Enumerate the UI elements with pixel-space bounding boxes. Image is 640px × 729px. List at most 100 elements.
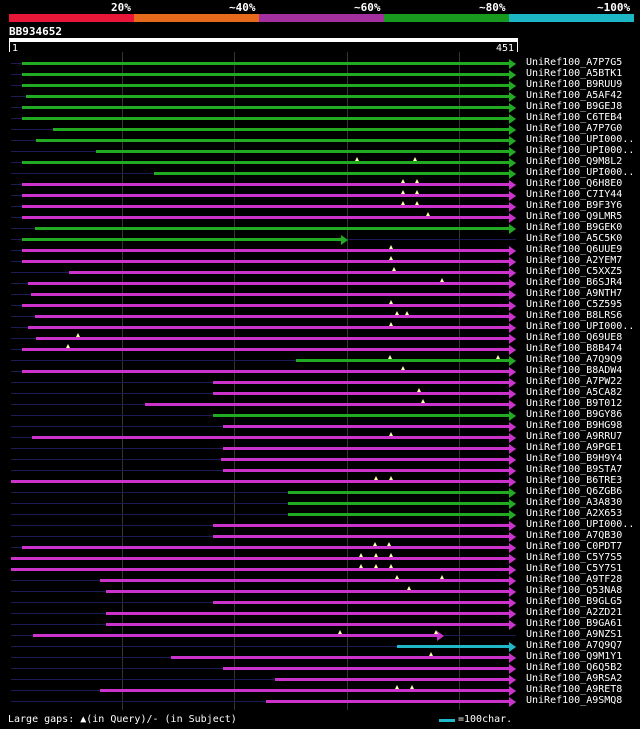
hit-name-link[interactable]: UniRef100_A7Q9Q9 bbox=[526, 354, 623, 365]
hit-alignment-bar[interactable] bbox=[288, 513, 510, 516]
hit-alignment-bar[interactable] bbox=[11, 480, 510, 483]
hit-alignment-bar[interactable] bbox=[275, 678, 510, 681]
hit-alignment-bar[interactable] bbox=[221, 458, 510, 461]
hit-alignment-bar[interactable] bbox=[223, 447, 510, 450]
hit-alignment-bar[interactable] bbox=[22, 183, 510, 186]
hit-alignment-bar[interactable] bbox=[26, 95, 510, 98]
hit-alignment-bar[interactable] bbox=[69, 271, 510, 274]
hit-alignment-bar[interactable] bbox=[36, 139, 510, 142]
hit-name-link[interactable]: UniRef100_A7QB30 bbox=[526, 530, 623, 541]
hit-name-link[interactable]: UniRef100_UPI000.. bbox=[526, 167, 635, 178]
hit-name-link[interactable]: UniRef100_A9RSA2 bbox=[526, 673, 623, 684]
hit-name-link[interactable]: UniRef100_Q69UE8 bbox=[526, 332, 623, 343]
hit-alignment-bar[interactable] bbox=[22, 194, 510, 197]
hit-name-link[interactable]: UniRef100_A3A830 bbox=[526, 497, 623, 508]
hit-name-link[interactable]: UniRef100_B9GEJ8 bbox=[526, 101, 623, 112]
hit-name-link[interactable]: UniRef100_Q9M1Y1 bbox=[526, 651, 623, 662]
hit-name-link[interactable]: UniRef100_UPI000.. bbox=[526, 519, 635, 530]
hit-alignment-bar[interactable] bbox=[106, 612, 510, 615]
hit-name-link[interactable]: UniRef100_A7Q9Q7 bbox=[526, 640, 623, 651]
hit-alignment-bar[interactable] bbox=[36, 337, 510, 340]
hit-name-link[interactable]: UniRef100_UPI000.. bbox=[526, 321, 635, 332]
hit-alignment-bar[interactable] bbox=[28, 282, 510, 285]
hit-alignment-bar[interactable] bbox=[96, 150, 510, 153]
hit-alignment-bar[interactable] bbox=[397, 645, 510, 648]
hit-name-link[interactable]: UniRef100_C5Y7S1 bbox=[526, 563, 623, 574]
hit-name-link[interactable]: UniRef100_C7IY44 bbox=[526, 189, 623, 200]
hit-alignment-bar[interactable] bbox=[100, 579, 510, 582]
hit-name-link[interactable]: UniRef100_A5AF42 bbox=[526, 90, 623, 101]
hit-name-link[interactable]: UniRef100_B8LRS6 bbox=[526, 310, 623, 321]
hit-alignment-bar[interactable] bbox=[22, 249, 510, 252]
hit-name-link[interactable]: UniRef100_UPI000.. bbox=[526, 145, 635, 156]
hit-alignment-bar[interactable] bbox=[213, 601, 510, 604]
hit-alignment-bar[interactable] bbox=[100, 689, 510, 692]
hit-name-link[interactable]: UniRef100_A2ZD21 bbox=[526, 607, 623, 618]
hit-name-link[interactable]: UniRef100_Q6H8E0 bbox=[526, 178, 623, 189]
hit-name-link[interactable]: UniRef100_Q9M8L2 bbox=[526, 156, 623, 167]
hit-alignment-bar[interactable] bbox=[22, 117, 510, 120]
hit-name-link[interactable]: UniRef100_A9NZS1 bbox=[526, 629, 623, 640]
hit-name-link[interactable]: UniRef100_B6TRE3 bbox=[526, 475, 623, 486]
hit-alignment-bar[interactable] bbox=[35, 315, 510, 318]
hit-name-link[interactable]: UniRef100_C5Z595 bbox=[526, 299, 623, 310]
hit-name-link[interactable]: UniRef100_B8B474 bbox=[526, 343, 623, 354]
hit-alignment-bar[interactable] bbox=[106, 623, 510, 626]
hit-name-link[interactable]: UniRef100_Q6ZGB6 bbox=[526, 486, 623, 497]
hit-alignment-bar[interactable] bbox=[28, 326, 510, 329]
hit-alignment-bar[interactable] bbox=[22, 304, 510, 307]
hit-alignment-bar[interactable] bbox=[22, 348, 510, 351]
hit-name-link[interactable]: UniRef100_B9H9Y4 bbox=[526, 453, 623, 464]
hit-alignment-bar[interactable] bbox=[11, 557, 510, 560]
hit-name-link[interactable]: UniRef100_A9PGE1 bbox=[526, 442, 623, 453]
hit-alignment-bar[interactable] bbox=[266, 700, 510, 703]
hit-name-link[interactable]: UniRef100_A9SMQ8 bbox=[526, 695, 623, 706]
hit-alignment-bar[interactable] bbox=[35, 227, 510, 230]
hit-name-link[interactable]: UniRef100_B6SJR4 bbox=[526, 277, 623, 288]
hit-name-link[interactable]: UniRef100_B9GEK0 bbox=[526, 222, 623, 233]
hit-alignment-bar[interactable] bbox=[22, 205, 510, 208]
hit-name-link[interactable]: UniRef100_A7P7G5 bbox=[526, 57, 623, 68]
hit-name-link[interactable]: UniRef100_A7P7G0 bbox=[526, 123, 623, 134]
hit-alignment-bar[interactable] bbox=[213, 414, 510, 417]
hit-alignment-bar[interactable] bbox=[223, 425, 510, 428]
hit-alignment-bar[interactable] bbox=[22, 370, 510, 373]
hit-name-link[interactable]: UniRef100_A2X653 bbox=[526, 508, 623, 519]
hit-name-link[interactable]: UniRef100_B9T012 bbox=[526, 398, 623, 409]
hit-name-link[interactable]: UniRef100_B9GLG5 bbox=[526, 596, 623, 607]
hit-alignment-bar[interactable] bbox=[22, 73, 510, 76]
hit-name-link[interactable]: UniRef100_B9F3Y6 bbox=[526, 200, 623, 211]
hit-alignment-bar[interactable] bbox=[106, 590, 510, 593]
hit-alignment-bar[interactable] bbox=[22, 161, 510, 164]
hit-name-link[interactable]: UniRef100_C5Y7S5 bbox=[526, 552, 623, 563]
hit-name-link[interactable]: UniRef100_A5C5K0 bbox=[526, 233, 623, 244]
hit-alignment-bar[interactable] bbox=[31, 293, 510, 296]
hit-name-link[interactable]: UniRef100_A7PW22 bbox=[526, 376, 623, 387]
hit-alignment-bar[interactable] bbox=[32, 436, 510, 439]
hit-name-link[interactable]: UniRef100_A9TF28 bbox=[526, 574, 623, 585]
hit-name-link[interactable]: UniRef100_UPI000.. bbox=[526, 134, 635, 145]
hit-name-link[interactable]: UniRef100_B9GY86 bbox=[526, 409, 623, 420]
hit-name-link[interactable]: UniRef100_C6TEB4 bbox=[526, 112, 623, 123]
hit-alignment-bar[interactable] bbox=[22, 238, 342, 241]
hit-alignment-bar[interactable] bbox=[22, 84, 510, 87]
hit-name-link[interactable]: UniRef100_Q6UUE9 bbox=[526, 244, 623, 255]
hit-name-link[interactable]: UniRef100_B9HG98 bbox=[526, 420, 623, 431]
hit-name-link[interactable]: UniRef100_A5BTK1 bbox=[526, 68, 623, 79]
hit-alignment-bar[interactable] bbox=[223, 469, 510, 472]
hit-name-link[interactable]: UniRef100_B9RUU9 bbox=[526, 79, 623, 90]
hit-name-link[interactable]: UniRef100_C0PDT7 bbox=[526, 541, 623, 552]
hit-alignment-bar[interactable] bbox=[296, 359, 510, 362]
hit-alignment-bar[interactable] bbox=[223, 667, 510, 670]
hit-alignment-bar[interactable] bbox=[33, 634, 438, 637]
hit-alignment-bar[interactable] bbox=[22, 546, 510, 549]
hit-alignment-bar[interactable] bbox=[213, 392, 510, 395]
hit-name-link[interactable]: UniRef100_A2YEM7 bbox=[526, 255, 623, 266]
hit-name-link[interactable]: UniRef100_A5CA82 bbox=[526, 387, 623, 398]
hit-name-link[interactable]: UniRef100_A9RRU7 bbox=[526, 431, 623, 442]
hit-name-link[interactable]: UniRef100_C5XXZ5 bbox=[526, 266, 623, 277]
hit-name-link[interactable]: UniRef100_Q53NA8 bbox=[526, 585, 623, 596]
hit-alignment-bar[interactable] bbox=[11, 568, 510, 571]
hit-name-link[interactable]: UniRef100_Q9LMR5 bbox=[526, 211, 623, 222]
hit-alignment-bar[interactable] bbox=[171, 656, 510, 659]
